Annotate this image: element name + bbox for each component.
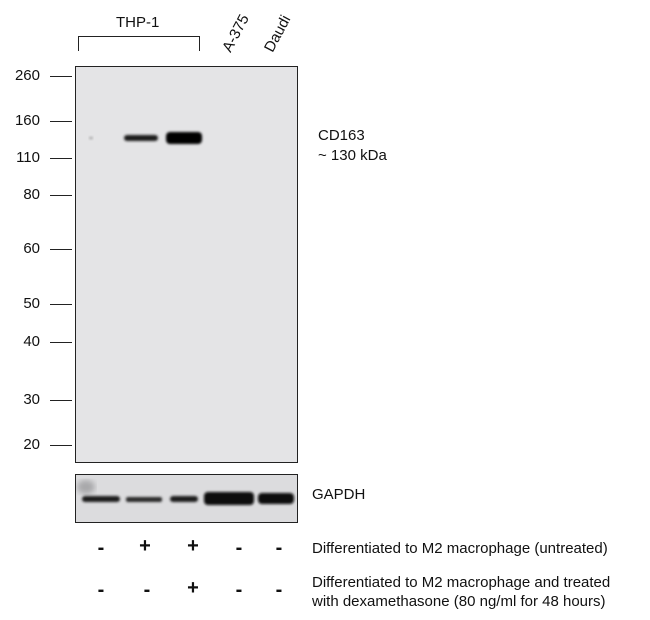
mw-marker-50: 50 xyxy=(23,295,40,312)
band-lane2 xyxy=(124,135,158,141)
cond1-sign-lane2: + xyxy=(139,535,151,557)
thp1-bracket xyxy=(78,36,200,51)
thp1-label: THP-1 xyxy=(116,14,160,31)
mw-marker-30: 30 xyxy=(23,391,40,408)
mw-marker-110: 110 xyxy=(16,149,40,166)
mw-marker-20: 20 xyxy=(23,436,40,453)
gapdh-band-3 xyxy=(170,496,198,502)
cond1-sign-lane5: - xyxy=(275,537,283,559)
cond2-sign-lane2: - xyxy=(143,579,151,601)
gapdh-bands xyxy=(77,480,294,505)
gapdh-label: GAPDH xyxy=(312,486,366,503)
main-blot-panel xyxy=(75,66,298,463)
cond1-label: Differentiated to M2 macrophage (untreat… xyxy=(312,540,608,557)
mw-tick-60 xyxy=(50,249,72,250)
cond2-sign-lane1: - xyxy=(97,579,105,601)
target-size: ~ 130 kDa xyxy=(318,147,387,164)
gapdh-band-4 xyxy=(204,492,254,505)
mw-tick-110 xyxy=(50,158,72,159)
cond2-label-line2: with dexamethasone (80 ng/ml for 48 hour… xyxy=(312,593,606,610)
mw-tick-40 xyxy=(50,342,72,343)
cond2-sign-lane4: - xyxy=(235,579,243,601)
mw-marker-40: 40 xyxy=(23,333,40,350)
cond2-sign-lane5: - xyxy=(275,579,283,601)
gapdh-band-5 xyxy=(258,493,294,504)
mw-tick-160 xyxy=(50,121,72,122)
gapdh-blot-panel xyxy=(75,474,298,523)
lane-label-a375: A-375 xyxy=(218,11,253,55)
mw-tick-30 xyxy=(50,400,72,401)
cond1-sign-lane1: - xyxy=(97,537,105,559)
mw-marker-80: 80 xyxy=(23,186,40,203)
target-name: CD163 xyxy=(318,127,365,144)
gapdh-band-2 xyxy=(126,497,162,502)
cond1-sign-lane4: - xyxy=(235,537,243,559)
band-lane3 xyxy=(166,132,202,144)
lane-label-daudi: Daudi xyxy=(260,12,295,55)
mw-tick-50 xyxy=(50,304,72,305)
mw-marker-160: 160 xyxy=(14,112,40,129)
band-lane1-faint xyxy=(89,137,93,139)
mw-tick-260 xyxy=(50,76,72,77)
cd163-bands xyxy=(89,132,202,144)
cond1-sign-lane3: + xyxy=(187,535,199,557)
cond2-sign-lane3: + xyxy=(187,577,199,599)
mw-marker-260: 260 xyxy=(14,67,40,84)
gapdh-smudge xyxy=(77,480,95,494)
gapdh-band-1 xyxy=(82,496,120,502)
mw-marker-60: 60 xyxy=(23,240,40,257)
mw-tick-80 xyxy=(50,195,72,196)
cond2-label-line1: Differentiated to M2 macrophage and trea… xyxy=(312,574,611,591)
mw-tick-20 xyxy=(50,445,72,446)
